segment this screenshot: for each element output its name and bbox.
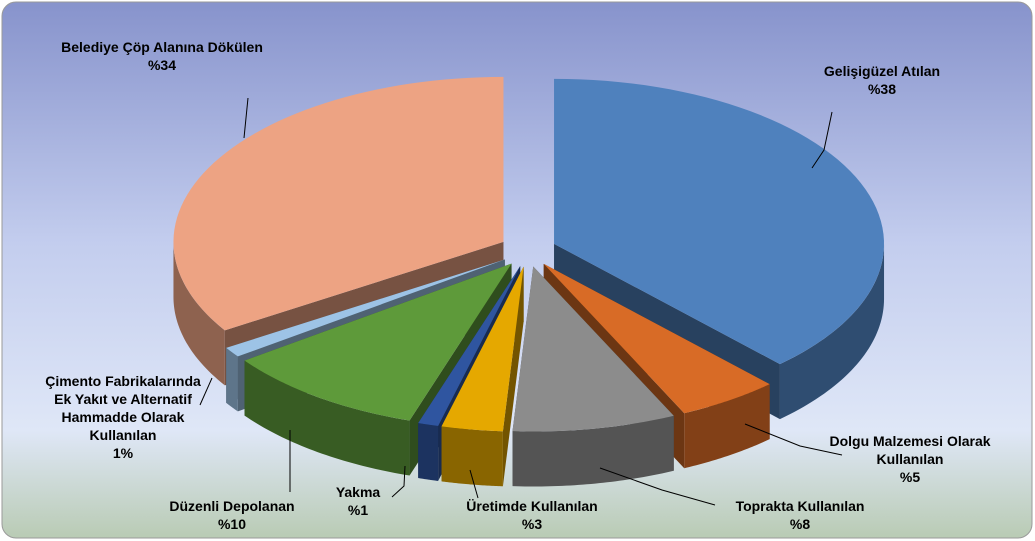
slice-wall (226, 347, 238, 412)
data-label: Yakma %1 (328, 483, 388, 519)
leader-line (469, 469, 479, 499)
value-label: %34 (147, 57, 177, 73)
category-label: Düzenli Depolanan (169, 498, 295, 514)
category-label: Dolgu Malzemesi Olarak Kullanılan (829, 433, 991, 467)
slice (244, 263, 512, 421)
data-label: Belediye Çöp Alanına Dökülen %34 (57, 38, 267, 74)
slice (543, 263, 770, 414)
slice (173, 76, 504, 331)
leader-line (744, 423, 843, 456)
slice-wall (441, 426, 503, 487)
slice-wall (779, 243, 885, 420)
category-label: Belediye Çöp Alanına Dökülen (61, 39, 263, 55)
slice-wall (512, 415, 674, 487)
slice-wall (684, 384, 770, 469)
slice (512, 266, 674, 432)
slice-wall (173, 241, 225, 386)
slice (441, 266, 524, 432)
category-label: Yakma (335, 484, 381, 500)
leader-line (599, 467, 716, 506)
data-label: Dolgu Malzemesi Olarak Kullanılan %5 (825, 432, 995, 486)
category-label: Toprakta Kullanılan (735, 498, 865, 514)
data-label: Üretimde Kullanılan %3 (422, 497, 642, 533)
category-label: Üretimde Kullanılan (466, 498, 598, 514)
data-label: Çimento Fabrikalarında Ek Yakıt ve Alter… (43, 372, 203, 462)
slice (226, 259, 505, 357)
leader-lines (199, 97, 843, 506)
slice (554, 78, 884, 365)
value-label: %5 (899, 469, 921, 485)
slice-wall (418, 423, 439, 481)
value-label: %1 (347, 502, 369, 518)
leader-line (243, 97, 249, 139)
leader-line (391, 465, 406, 498)
category-label: Çimento Fabrikalarında Ek Yakıt ve Alter… (45, 373, 201, 443)
slices (173, 76, 885, 487)
data-label: Düzenli Depolanan %10 (142, 497, 322, 533)
value-label: 1% (112, 445, 134, 461)
data-label: Gelişigüzel Atılan %38 (782, 62, 982, 98)
slice-wall (244, 360, 410, 476)
category-label: Gelişigüzel Atılan (823, 63, 941, 79)
leader-line (199, 377, 213, 406)
value-label: %3 (521, 516, 543, 532)
value-label: %8 (789, 516, 811, 532)
value-label: %10 (217, 516, 247, 532)
data-label: Toprakta Kullanılan %8 (690, 497, 910, 533)
leader-line (811, 111, 833, 169)
value-label: %38 (867, 81, 897, 97)
slice (418, 266, 521, 426)
